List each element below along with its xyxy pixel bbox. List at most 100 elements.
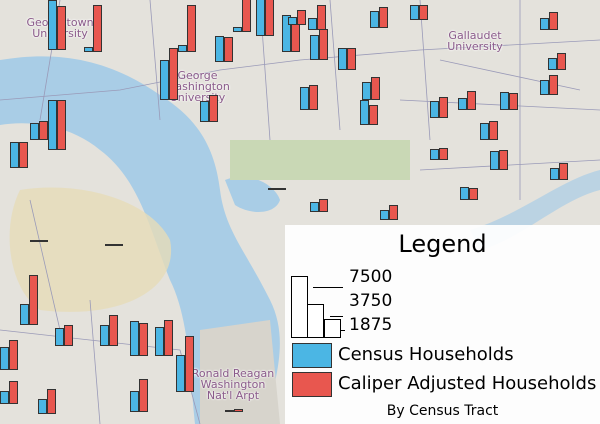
census-households-bar xyxy=(0,390,9,404)
scale-bar-small xyxy=(324,319,341,338)
caliper-households-bar xyxy=(557,53,566,70)
tidal-basin xyxy=(225,176,280,212)
census-households-bar xyxy=(84,47,93,52)
caliper-households-bar xyxy=(419,5,428,20)
census-households-bar xyxy=(0,346,9,370)
census-households-bar xyxy=(200,101,209,122)
caliper-households-bar xyxy=(439,147,448,160)
census-label: Census Households xyxy=(338,344,514,365)
caliper-households-bar xyxy=(499,150,508,170)
caliper-households-bar xyxy=(309,85,318,110)
caliper-swatch xyxy=(292,372,332,397)
caliper-households-bar xyxy=(185,335,194,392)
census-households-bar xyxy=(55,327,64,346)
caliper-households-bar xyxy=(29,275,38,325)
census-households-bar xyxy=(480,122,489,140)
airport xyxy=(200,320,280,424)
census-households-bar xyxy=(10,141,19,168)
census-households-bar xyxy=(30,239,39,242)
caliper-households-bar xyxy=(224,37,233,62)
census-households-bar xyxy=(256,0,265,36)
caliper-households-bar xyxy=(439,97,448,118)
census-households-bar xyxy=(225,409,234,412)
caliper-households-bar xyxy=(47,389,56,414)
census-households-bar xyxy=(540,80,549,95)
census-households-bar xyxy=(370,11,379,28)
census-households-bar xyxy=(308,17,317,30)
caliper-households-bar xyxy=(319,198,328,212)
scale-leader xyxy=(313,287,343,288)
census-households-bar xyxy=(300,86,309,110)
census-households-bar xyxy=(38,399,47,414)
census-households-bar xyxy=(310,202,319,212)
census-households-bar xyxy=(500,91,509,110)
scale-bar-large xyxy=(291,276,308,338)
census-households-bar xyxy=(540,17,549,30)
legend-title: Legend xyxy=(398,230,487,258)
caliper-households-bar xyxy=(9,380,18,404)
census-households-bar xyxy=(288,16,297,25)
census-households-bar xyxy=(310,35,319,60)
caliper-label: Caliper Adjusted Households xyxy=(338,373,597,394)
caliper-households-bar xyxy=(93,4,102,52)
caliper-households-bar xyxy=(234,408,243,412)
caliper-households-bar xyxy=(242,0,251,32)
census-households-bar xyxy=(48,100,57,150)
national-mall xyxy=(230,140,410,180)
legend-footer: By Census Tract xyxy=(386,403,499,419)
scale-label-1875: 1875 xyxy=(349,315,393,335)
census-households-bar xyxy=(130,321,139,356)
census-households-bar xyxy=(550,167,559,180)
caliper-households-bar xyxy=(389,205,398,220)
caliper-households-bar xyxy=(57,6,66,50)
scale-label-3750: 3750 xyxy=(349,291,393,311)
caliper-households-bar xyxy=(109,314,118,346)
scale-label-7500: 7500 xyxy=(349,267,393,287)
census-households-bar xyxy=(338,47,347,70)
caliper-households-bar xyxy=(265,0,274,36)
scale-bar-medium xyxy=(307,304,324,338)
caliper-households-bar xyxy=(139,378,148,412)
caliper-households-bar xyxy=(57,100,66,150)
census-households-bar xyxy=(490,150,499,170)
caliper-households-bar xyxy=(297,10,306,25)
caliper-households-bar xyxy=(319,28,328,60)
census-households-bar xyxy=(430,101,439,118)
caliper-households-bar xyxy=(169,47,178,100)
caliper-households-bar xyxy=(19,141,28,168)
scale-leader xyxy=(341,330,345,331)
census-households-bar xyxy=(105,243,114,246)
caliper-households-bar xyxy=(559,162,568,180)
caliper-households-bar xyxy=(509,93,518,110)
caliper-households-bar xyxy=(469,188,478,200)
caliper-households-bar xyxy=(489,120,498,140)
place-label: Ronald Reagan Washington Nat'l Arpt xyxy=(191,367,275,402)
caliper-households-bar xyxy=(139,322,148,356)
census-households-bar xyxy=(160,60,169,100)
census-households-bar xyxy=(360,100,369,125)
census-households-bar xyxy=(282,14,291,52)
census-households-bar xyxy=(460,186,469,200)
caliper-households-bar xyxy=(549,75,558,95)
census-households-bar xyxy=(48,0,57,50)
caliper-households-bar xyxy=(187,4,196,52)
census-households-bar xyxy=(215,35,224,62)
census-households-bar xyxy=(380,210,389,220)
caliper-households-bar xyxy=(549,11,558,30)
caliper-households-bar xyxy=(39,120,48,140)
caliper-households-bar xyxy=(9,340,18,370)
scale-leader xyxy=(330,316,343,317)
census-households-bar xyxy=(176,354,185,392)
census-households-bar xyxy=(410,5,419,20)
census-households-bar xyxy=(430,149,439,160)
census-households-bar xyxy=(548,57,557,70)
caliper-households-bar xyxy=(209,94,218,122)
census-households-bar xyxy=(20,304,29,325)
place-label: Gallaudet University xyxy=(447,29,503,53)
census-households-bar xyxy=(268,187,277,190)
park-area xyxy=(9,187,172,312)
caliper-households-bar xyxy=(347,47,356,70)
census-households-bar xyxy=(458,97,467,110)
caliper-households-bar xyxy=(467,90,476,110)
